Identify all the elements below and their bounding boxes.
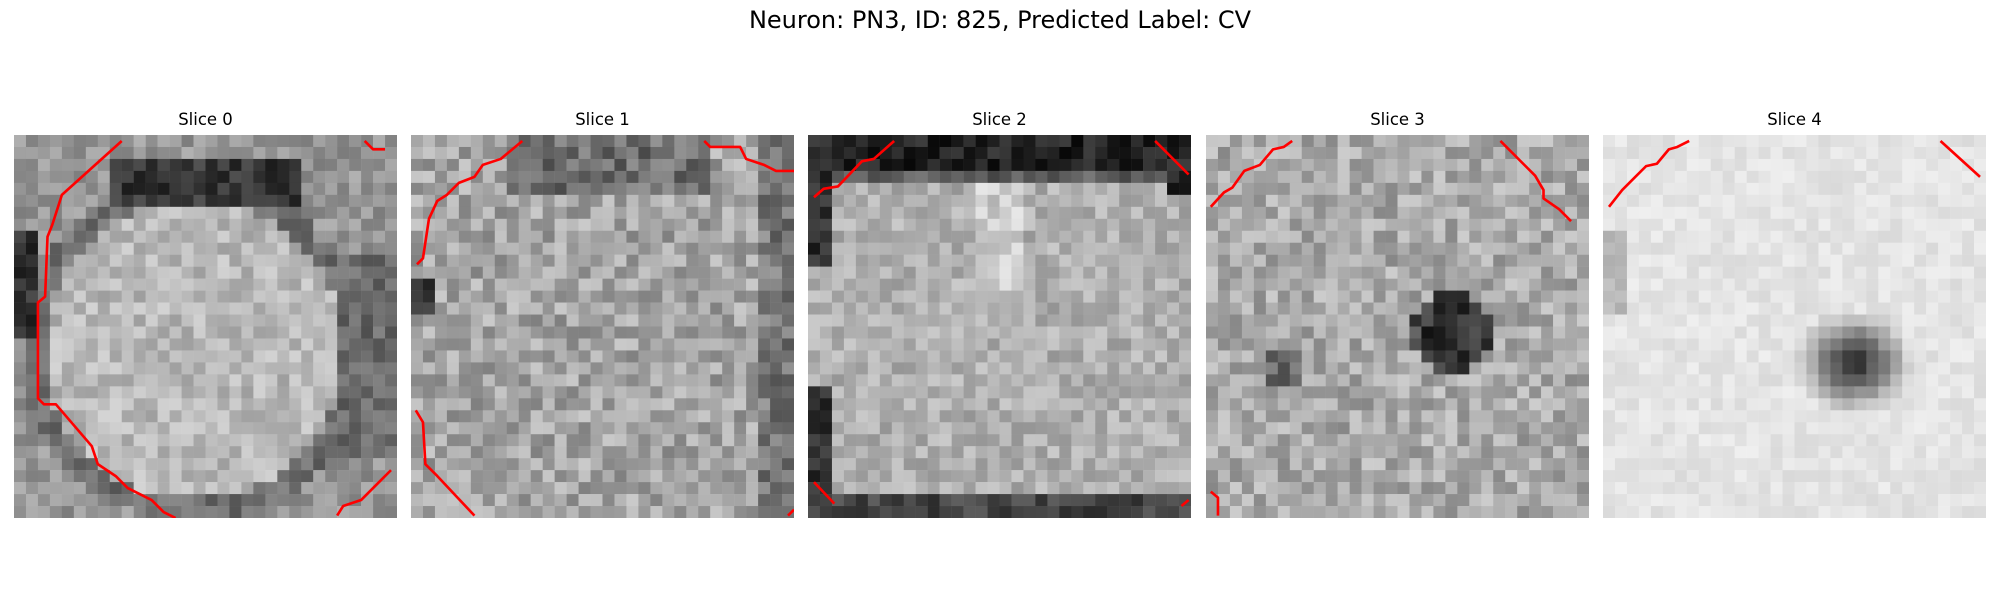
slice-panel-2: Slice 2 bbox=[808, 110, 1191, 520]
contour-line-1-3 bbox=[787, 508, 794, 517]
slice-image-4 bbox=[1603, 135, 1986, 518]
slice-image-1 bbox=[411, 135, 794, 518]
contour-line-3-1 bbox=[1499, 140, 1572, 223]
slice-panel-4: Slice 4 bbox=[1603, 110, 1986, 520]
contour-line-3-2 bbox=[1209, 490, 1220, 516]
slice-panel-3: Slice 3 bbox=[1206, 110, 1589, 520]
contour-line-1-2 bbox=[414, 409, 476, 517]
contour-line-3-0 bbox=[1209, 139, 1293, 208]
contour-line-0-0 bbox=[36, 140, 177, 518]
slice-panel-0: Slice 0 bbox=[14, 110, 397, 520]
contour-line-1-1 bbox=[703, 140, 794, 173]
contour-line-2-2 bbox=[813, 481, 836, 505]
contour-line-0-2 bbox=[336, 469, 392, 517]
contour-line-0-1 bbox=[363, 140, 386, 151]
contour-line-2-1 bbox=[1154, 140, 1190, 176]
contour-line-1-0 bbox=[416, 139, 524, 266]
slice-panel-1: Slice 1 bbox=[411, 110, 794, 520]
contour-line-4-0 bbox=[1607, 139, 1690, 208]
slice-title-0: Slice 0 bbox=[178, 110, 233, 129]
slice-title-2: Slice 2 bbox=[972, 110, 1027, 129]
contour-line-4-1 bbox=[1939, 140, 1981, 178]
slice-image-0 bbox=[14, 135, 397, 518]
slice-title-4: Slice 4 bbox=[1767, 110, 1822, 129]
figure-title: Neuron: PN3, ID: 825, Predicted Label: C… bbox=[748, 6, 1252, 34]
slice-image-2 bbox=[808, 135, 1191, 518]
slice-image-3 bbox=[1206, 135, 1589, 518]
contour-line-2-0 bbox=[813, 139, 896, 199]
slice-title-1: Slice 1 bbox=[575, 110, 630, 129]
contour-line-2-3 bbox=[1180, 499, 1190, 508]
slice-title-3: Slice 3 bbox=[1370, 110, 1425, 129]
